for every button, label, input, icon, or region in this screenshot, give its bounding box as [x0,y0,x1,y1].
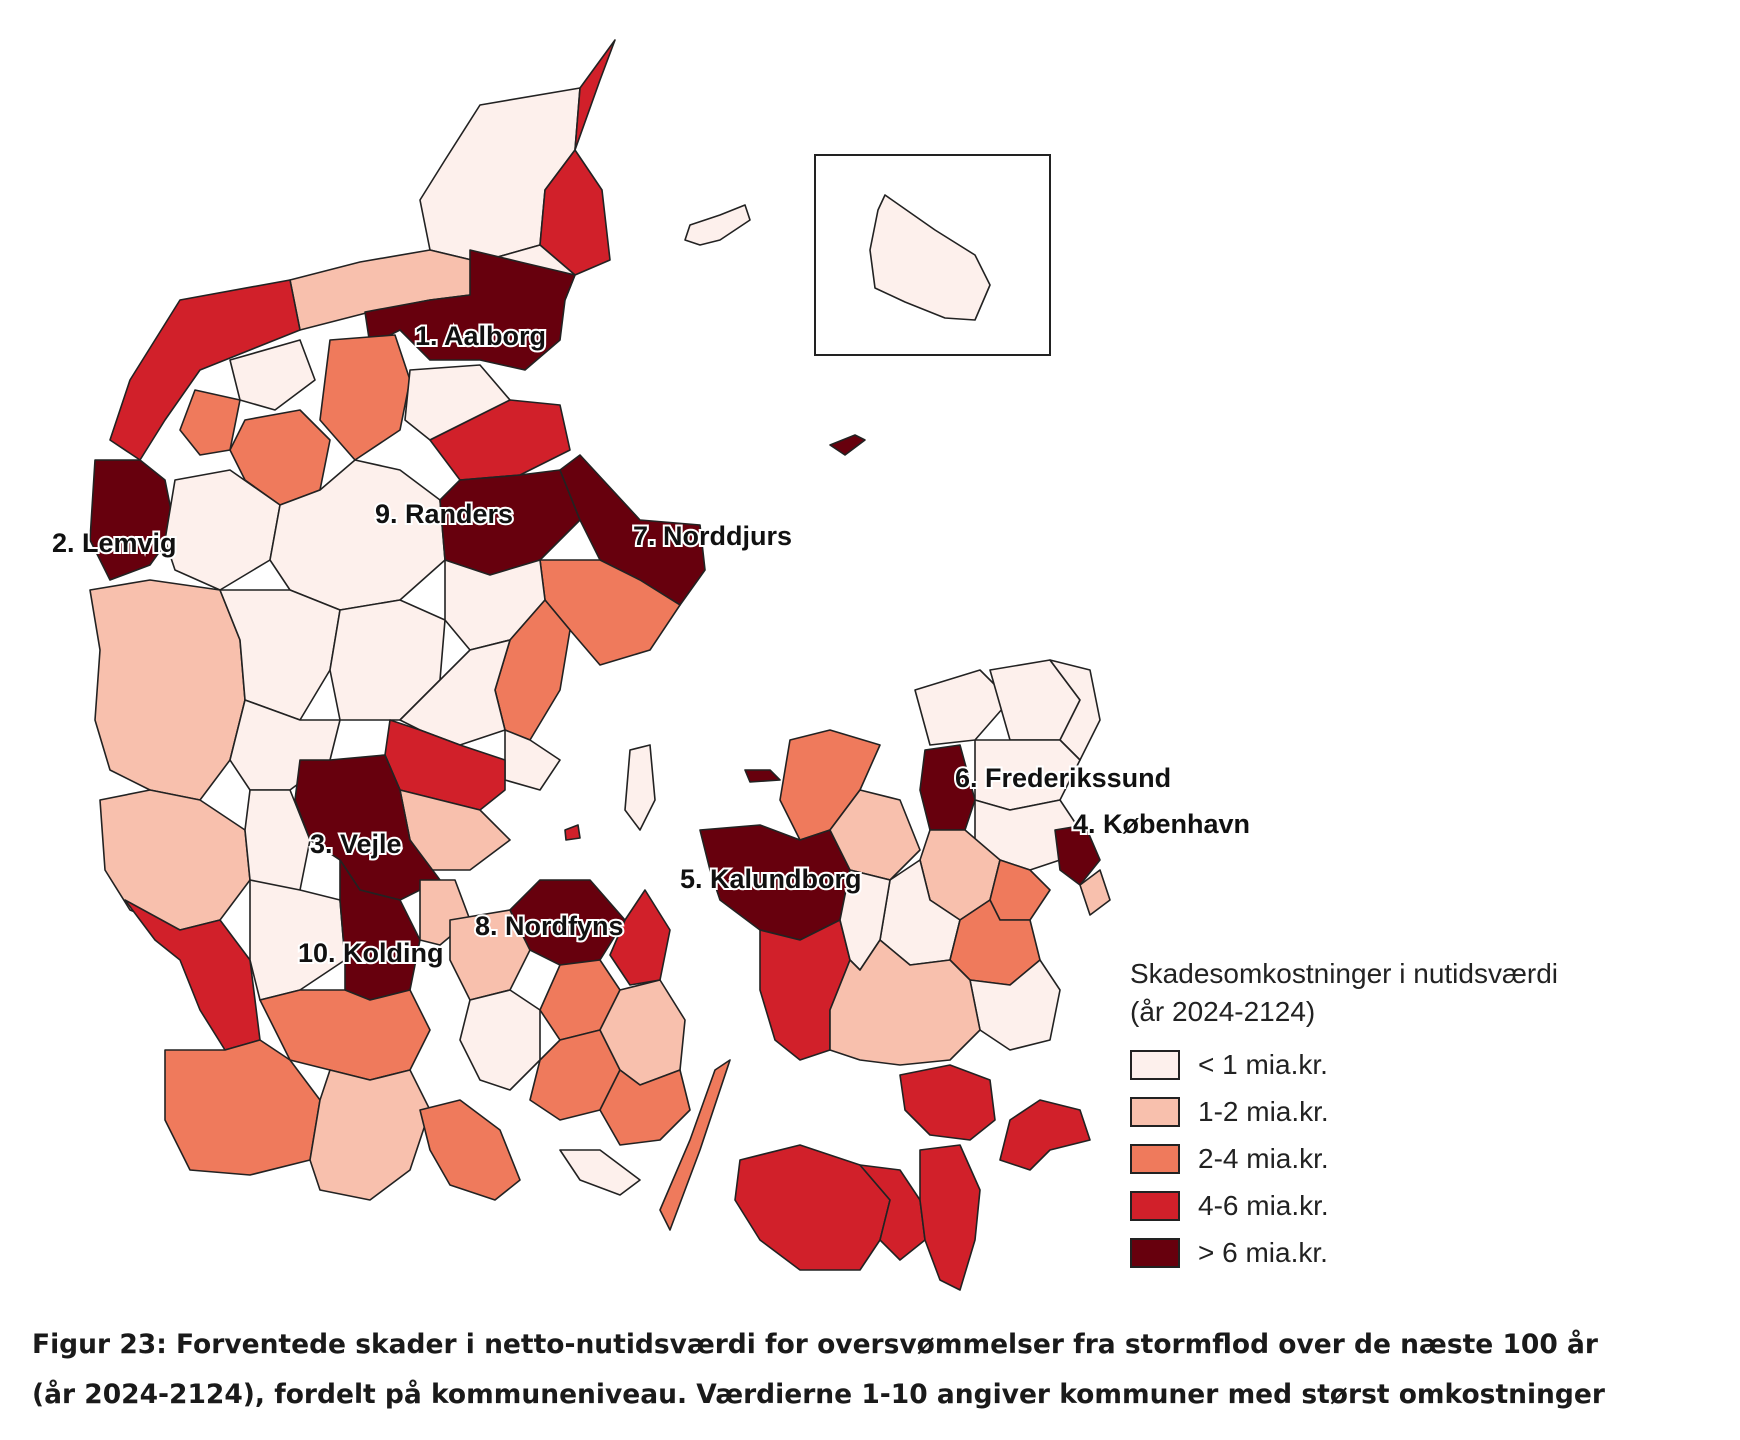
region-laesoe [684,204,751,246]
region-odder [504,729,561,791]
legend-item: > 6 mia.kr. [1130,1229,1690,1276]
label-vejle: 3. Vejle [310,829,402,859]
legend-swatch [1130,1143,1180,1174]
region-lolland-east [859,1164,926,1261]
legend-label: 4-6 mia.kr. [1198,1189,1329,1221]
caption-line-2: (år 2024-2124), fordelt på kommuneniveau… [32,1379,1605,1410]
region-halsnaes [914,669,1011,746]
region-langeland [659,1059,731,1231]
region-herning [219,589,341,721]
region-holstebro [164,469,281,591]
caption-line-1: Figur 23: Forventede skader i netto-nuti… [32,1329,1598,1360]
legend-label: 1-2 mia.kr. [1198,1095,1329,1127]
region-greve [989,859,1051,921]
region-dragoer [1079,869,1111,916]
legend-label: 2-4 mia.kr. [1198,1142,1329,1174]
region-ringkoebing [89,579,246,801]
region-morsoe [229,339,316,411]
legend-label: < 1 mia.kr. [1198,1048,1328,1080]
legend-item: 4-6 mia.kr. [1130,1182,1690,1229]
legend-swatch [1130,1049,1180,1080]
legend-item: 2-4 mia.kr. [1130,1135,1690,1182]
label-norddjurs: 7. Norddjurs [633,521,792,551]
legend-label: > 6 mia.kr. [1198,1236,1328,1268]
region-haderslev [259,989,431,1081]
region-bornholm [869,194,991,321]
region-vesthimmerland [319,334,411,461]
legend-item: < 1 mia.kr. [1130,1041,1690,1088]
region-koebenhavn [1054,824,1101,886]
region-naestved [829,939,981,1066]
legend-item: 1-2 mia.kr. [1130,1088,1690,1135]
legend-swatch [1130,1096,1180,1127]
label-nordfyns: 8. Nordfyns [475,911,624,941]
label-frederikssund: 6. Frederikssund [955,763,1171,793]
denmark-map: 1. Aalborg 2. Lemvig 3. Vejle 4. Københa… [50,39,1252,1291]
region-svendborg [599,1069,691,1146]
label-kalundborg: 5. Kalundborg [680,864,862,894]
legend-swatch [1130,1190,1180,1221]
region-norddjurs [559,454,706,606]
label-aalborg: 1. Aalborg [415,321,546,351]
region-sejeroe [744,769,781,783]
region-aeroe [559,1149,641,1196]
region-aalborg [364,249,576,371]
region-thisted [109,279,301,461]
legend-title: Skadesomkostninger i nutidsværdi [1130,958,1558,989]
region-soenderborg [419,1099,521,1201]
region-moen [999,1099,1091,1171]
legend: Skadesomkostninger i nutidsværdi (år 202… [1130,955,1690,1276]
label-lemvig: 2. Lemvig [52,528,177,558]
region-stevns [969,959,1061,1051]
region-frederikshavn [539,39,616,276]
legend-swatch [1130,1237,1180,1268]
region-nordfyns [509,879,626,966]
figure-caption: Figur 23: Forventede skader i netto-nuti… [32,1320,1722,1420]
region-anholt [829,434,866,456]
region-samsoe [624,744,656,831]
region-lemvig [89,459,176,581]
region-island-small [564,824,581,841]
region-vejen [249,879,346,1001]
region-assens [459,989,541,1091]
label-koebenhavn: 4. København [1073,809,1250,839]
region-vordingborg [899,1064,996,1141]
label-randers: 9. Randers [375,499,513,529]
region-guldborgsund [919,1144,981,1291]
label-kolding: 10. Kolding [298,938,444,968]
region-aabenraa [309,1069,431,1201]
region-lolland [734,1144,891,1271]
region-struer [179,389,241,456]
legend-subtitle: (år 2024-2124) [1130,996,1316,1027]
region-varde [99,789,251,931]
bornholm-inset-frame [814,154,1051,356]
